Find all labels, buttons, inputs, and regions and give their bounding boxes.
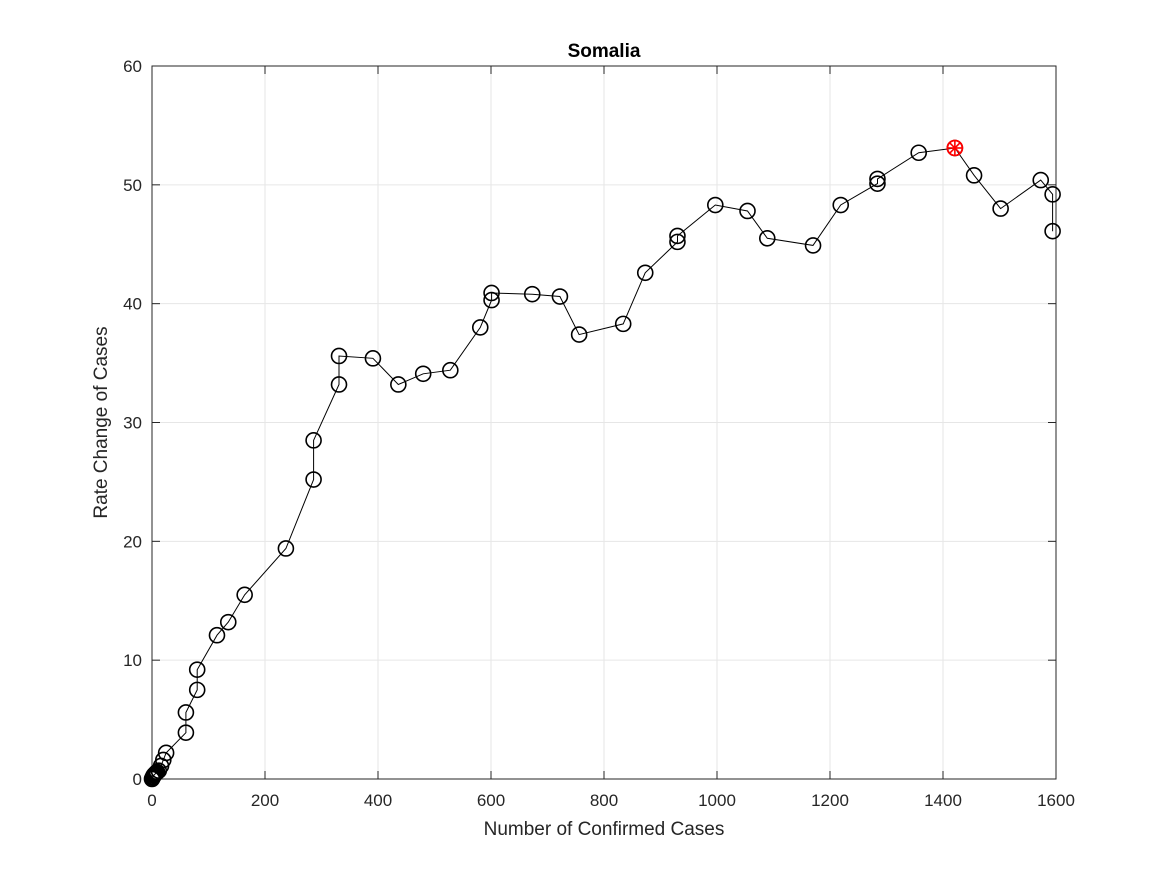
data-point [219,613,237,631]
y-axis-label: Rate Change of Cases [91,326,112,518]
data-point [523,285,541,303]
data-point [910,144,928,162]
data-point [669,233,686,251]
data-point [442,361,459,379]
data-point [1032,171,1050,189]
data-point [832,196,850,214]
x-tick-label: 400 [364,791,392,810]
data-point [390,376,407,393]
y-tick-label: 30 [123,414,142,433]
y-tick-label: 50 [123,176,142,195]
data-point [414,365,432,383]
data-point [188,681,206,699]
data-point [330,376,348,393]
ticks: 0 200 400 600 800 1000 1200 1400 1600 0 10 20 30 40 50… [123,57,1075,810]
x-tick-label: 1000 [698,791,736,810]
data-point [570,326,588,343]
data-point [669,227,686,245]
data-point [739,202,756,220]
data-point [208,626,226,644]
y-tick-label: 60 [123,57,142,76]
data-point [330,347,348,365]
data-point [992,200,1009,217]
y-tick-label: 20 [123,532,142,551]
data-point [277,540,295,557]
data-point [157,744,175,762]
series-line [151,147,1054,780]
x-tick-label: 200 [251,791,279,810]
data-point [758,230,776,247]
grid [151,65,1057,780]
data-point [707,196,724,214]
data-point [1044,186,1061,203]
data-point [364,350,382,367]
x-tick-label: 1200 [811,791,849,810]
data-point [155,751,172,769]
data-point [483,291,500,309]
x-tick-label: 600 [477,791,505,810]
x-tick-label: 800 [590,791,618,810]
data-point [188,661,206,678]
chart-title: Somalia [568,41,641,62]
data-point [471,319,489,336]
x-tick-label: 0 [147,791,156,810]
data-point [804,237,822,254]
data-point [483,284,500,302]
x-tick-label: 1600 [1037,791,1075,810]
data-point [236,586,253,604]
highlight-marker [946,139,964,157]
data-point [305,471,322,488]
data-point [614,315,632,333]
data-point [869,175,886,192]
x-axis-label: Number of Confirmed Cases [484,819,725,840]
y-tick-label: 40 [123,295,142,314]
data-point [1044,222,1061,240]
data-point [177,724,195,741]
markers [143,139,1061,788]
data-point [551,288,569,305]
x-tick-label: 1400 [924,791,962,810]
highlight-asterisk-stroke [948,142,961,154]
data-point [965,167,983,184]
y-tick-label: 10 [123,651,142,670]
data-point [305,432,322,449]
data-point [177,704,195,721]
y-tick-label: 0 [133,770,142,789]
data-point [636,264,654,282]
data-point [869,170,886,188]
